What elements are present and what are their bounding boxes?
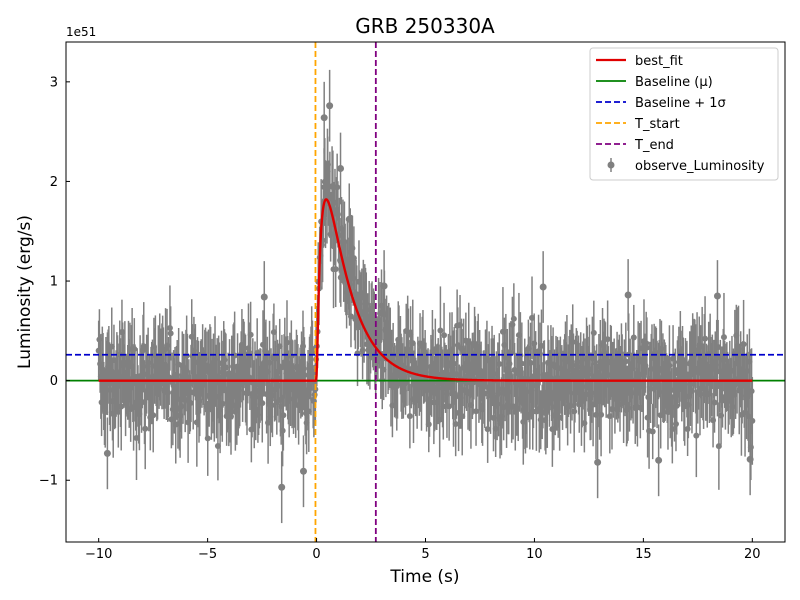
data-point (693, 432, 700, 439)
data-point (539, 283, 547, 291)
best-fit-curve (98, 198, 753, 382)
legend-swatch-marker (607, 161, 615, 169)
legend-label-baseline-sigma: Baseline + 1σ (635, 96, 726, 111)
data-point (590, 329, 597, 336)
data-point (713, 292, 721, 300)
data-point (510, 315, 517, 322)
data-point (380, 282, 388, 290)
x-tick-label: 5 (421, 547, 429, 562)
plot-area (66, 42, 785, 542)
legend-label-t-end: T_end (634, 138, 674, 153)
legend-item-baseline-sigma: Baseline + 1σ (596, 96, 726, 111)
data-point (749, 417, 756, 424)
x-axis-ticks: −10 −5 0 5 10 15 20 (85, 538, 761, 562)
data-point (518, 360, 525, 367)
legend-label-best-fit: best_fit (635, 54, 683, 69)
data-point (329, 182, 337, 190)
legend-label-baseline-mu: Baseline (μ) (635, 75, 713, 90)
data-point (247, 331, 254, 338)
data-point (720, 334, 727, 341)
legend-item-baseline-mu: Baseline (μ) (596, 75, 713, 90)
y-axis-label: Luminosity (erg/s) (15, 215, 35, 369)
data-point (598, 411, 605, 418)
data-point (622, 358, 629, 365)
data-point (350, 255, 357, 262)
data-point (702, 335, 709, 342)
legend-item-best-fit: best_fit (596, 54, 683, 69)
data-point (345, 215, 353, 223)
data-point (204, 435, 211, 442)
x-tick-label: −5 (198, 547, 217, 562)
data-point (746, 455, 754, 463)
x-tick-label: −10 (85, 547, 112, 562)
data-point (103, 449, 111, 457)
data-point (452, 420, 459, 427)
y-tick-label: 1 (50, 275, 58, 290)
data-point (326, 102, 334, 110)
y-tick-label: 2 (50, 175, 58, 190)
data-point (167, 330, 174, 337)
data-point (278, 483, 286, 491)
legend-item-observe-luminosity: observe_Luminosity (607, 158, 765, 174)
data-point (320, 114, 328, 122)
data-point (441, 332, 448, 339)
legend-label-observe-luminosity: observe_Luminosity (635, 159, 765, 174)
x-tick-label: 20 (744, 547, 761, 562)
chart-title: GRB 250330A (355, 14, 495, 38)
legend-item-t-end: T_end (596, 138, 674, 153)
data-point (142, 425, 149, 432)
data-point (259, 400, 266, 407)
data-point (337, 164, 345, 172)
data-point (166, 374, 173, 381)
data-point (347, 313, 354, 320)
data-point (406, 413, 413, 420)
data-point (437, 327, 444, 334)
y-tick-label: 0 (50, 374, 58, 389)
data-point (280, 412, 287, 419)
y-tick-label: 3 (50, 75, 58, 90)
data-point (496, 360, 503, 367)
data-point (150, 412, 157, 419)
legend: best_fit Baseline (μ) Baseline + 1σ T_st… (589, 47, 779, 181)
x-axis-label: Time (s) (389, 567, 459, 587)
data-point (655, 456, 663, 464)
x-tick-label: 10 (526, 547, 543, 562)
data-point (323, 161, 331, 169)
data-point (649, 428, 656, 435)
x-tick-label: 0 (312, 547, 320, 562)
data-point (630, 334, 637, 341)
observe-luminosity-series (95, 69, 756, 524)
data-point (594, 458, 602, 466)
data-point (643, 344, 650, 351)
data-point (118, 403, 125, 410)
data-point (604, 336, 611, 343)
y-axis-scale-label: 1e51 (66, 25, 96, 39)
data-point (711, 399, 718, 406)
legend-item-t-start: T_start (596, 117, 680, 132)
data-point (260, 293, 268, 301)
data-point (332, 266, 339, 273)
legend-box (589, 47, 779, 181)
x-tick-label: 15 (635, 547, 652, 562)
y-tick-label: −1 (39, 474, 58, 489)
data-point (299, 467, 307, 475)
y-axis-ticks: −1 0 1 2 3 (39, 75, 70, 489)
data-point (624, 291, 632, 299)
legend-label-t-start: T_start (634, 117, 680, 132)
